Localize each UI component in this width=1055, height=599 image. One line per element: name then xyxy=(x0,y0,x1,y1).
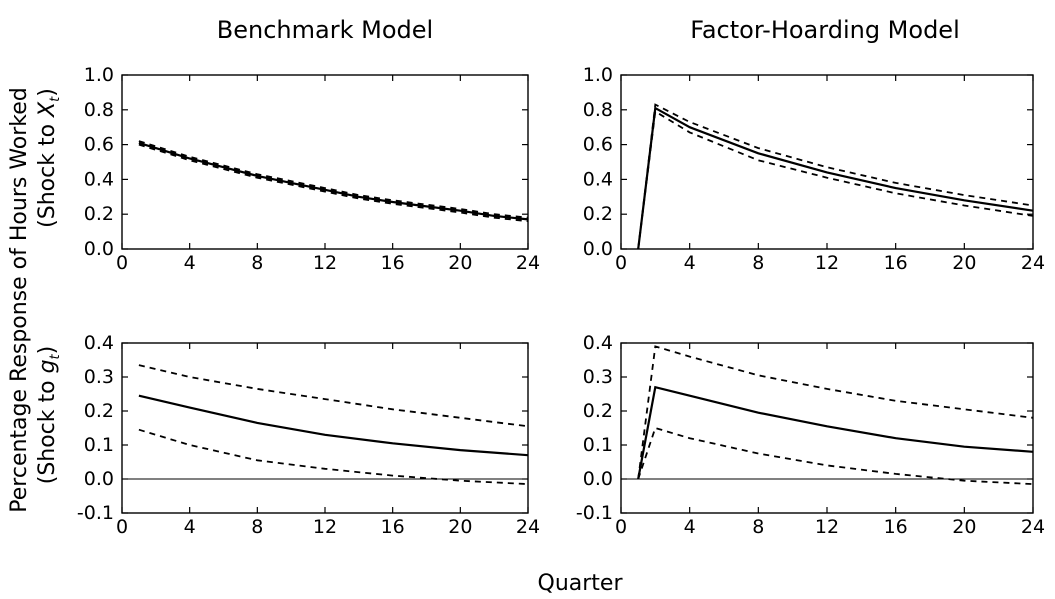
y-tick-label: 0.2 xyxy=(84,203,114,225)
x-tick-label: 24 xyxy=(516,516,540,538)
y-tick-label: 0.8 xyxy=(583,99,613,121)
y-tick-label: 0.4 xyxy=(583,168,613,190)
row-label-shock-x: (Shock to Xt) xyxy=(35,88,63,228)
x-tick-label: 4 xyxy=(684,252,696,274)
chart-panel-2: 0.0 0.2 0.4 0.6 0.8 1.0 0 4 8 12 16 20 24 xyxy=(583,64,1045,274)
point-estimate-line-1 xyxy=(637,106,1034,250)
confidence-band-line-3 xyxy=(637,110,1034,250)
chart-panel-3: -0.1 0.0 0.1 0.2 0.3 0.4 0 4 8 12 16 20 24 xyxy=(77,332,540,538)
x-tick-label: 20 xyxy=(448,252,472,274)
y-tick-label: 0.0 xyxy=(583,238,613,260)
x-tick-label: 16 xyxy=(381,252,405,274)
confidence-band-line-2 xyxy=(637,345,1034,480)
x-tick-label: 24 xyxy=(1021,516,1045,538)
y-axis-title: Percentage Response of Hours Worked xyxy=(7,87,32,512)
point-estimate-line-1 xyxy=(138,141,529,221)
confidence-band-line-3 xyxy=(637,426,1034,485)
y-tick-label: 0.3 xyxy=(583,366,613,388)
column-title-benchmark: Benchmark Model xyxy=(217,16,433,44)
x-tick-label: 0 xyxy=(615,252,627,274)
x-tick-label: 0 xyxy=(116,516,128,538)
chart-panel-1: 0.0 0.2 0.4 0.6 0.8 1.0 0 4 8 12 16 20 24 xyxy=(84,64,540,274)
x-tick-label: 4 xyxy=(184,516,196,538)
x-axis-title: Quarter xyxy=(538,571,624,596)
x-tick-label: 8 xyxy=(251,516,263,538)
y-tick-label: 1.0 xyxy=(84,64,114,86)
confidence-band-line-2 xyxy=(637,103,1034,250)
y-tick-label: -0.1 xyxy=(77,502,114,524)
x-tick-label: 20 xyxy=(952,252,976,274)
chart-panels: 0.00.20.40.60.81.00 4 8 12 16 20 240.00.20.40.… xyxy=(77,64,1045,538)
x-tick-label: 24 xyxy=(1021,252,1045,274)
y-tick-label: 0.0 xyxy=(84,238,114,260)
y-tick-label: 0.4 xyxy=(84,332,114,354)
row-label-shock-g: (Shock to gt) xyxy=(35,346,63,485)
y-tick-label: 0.2 xyxy=(583,203,613,225)
x-tick-label: 8 xyxy=(251,252,263,274)
y-tick-label: 0.4 xyxy=(84,168,114,190)
y-tick-label: 0.1 xyxy=(583,434,613,456)
plot-frame xyxy=(121,342,529,514)
x-tick-label: 16 xyxy=(381,516,405,538)
x-tick-label: 12 xyxy=(313,252,337,274)
confidence-band-line-2 xyxy=(138,140,529,219)
confidence-band-line-2 xyxy=(138,364,529,428)
x-tick-label: 16 xyxy=(884,252,908,274)
point-estimate-line-1 xyxy=(637,385,1034,480)
y-tick-label: 0.8 xyxy=(84,99,114,121)
x-tick-label: 20 xyxy=(448,516,472,538)
x-tick-label: 0 xyxy=(116,252,128,274)
y-tick-label: 0.0 xyxy=(583,468,613,490)
y-tick-label: 0.6 xyxy=(84,134,114,156)
plot-frame xyxy=(620,74,1034,250)
x-tick-label: 16 xyxy=(884,516,908,538)
confidence-band-line-3 xyxy=(138,428,529,485)
y-tick-label: 1.0 xyxy=(583,64,613,86)
confidence-band-line-3 xyxy=(138,143,529,223)
column-title-factor-hoarding: Factor-Hoarding Model xyxy=(690,16,960,44)
x-tick-label: 8 xyxy=(752,252,764,274)
plot-frame xyxy=(620,342,1034,514)
x-tick-label: 4 xyxy=(184,252,196,274)
y-tick-label: 0.2 xyxy=(583,400,613,422)
x-tick-label: 12 xyxy=(815,516,839,538)
y-tick-label: 0.1 xyxy=(84,434,114,456)
x-tick-label: 0 xyxy=(615,516,627,538)
y-tick-label: 0.6 xyxy=(583,134,613,156)
x-tick-label: 20 xyxy=(952,516,976,538)
y-tick-label: -0.1 xyxy=(576,502,613,524)
plot-frame xyxy=(121,74,529,250)
y-tick-label: 0.2 xyxy=(84,400,114,422)
y-tick-label: 0.4 xyxy=(583,332,613,354)
y-tick-label: 0.3 xyxy=(84,366,114,388)
x-tick-label: 24 xyxy=(516,252,540,274)
x-tick-label: 12 xyxy=(815,252,839,274)
chart-panel-4: -0.1 0.0 0.1 0.2 0.3 0.4 0 4 8 12 16 20 24 xyxy=(576,332,1045,538)
y-tick-label: 0.0 xyxy=(84,468,114,490)
x-tick-label: 4 xyxy=(684,516,696,538)
x-tick-label: 12 xyxy=(313,516,337,538)
point-estimate-line-1 xyxy=(138,394,529,457)
x-tick-label: 8 xyxy=(752,516,764,538)
